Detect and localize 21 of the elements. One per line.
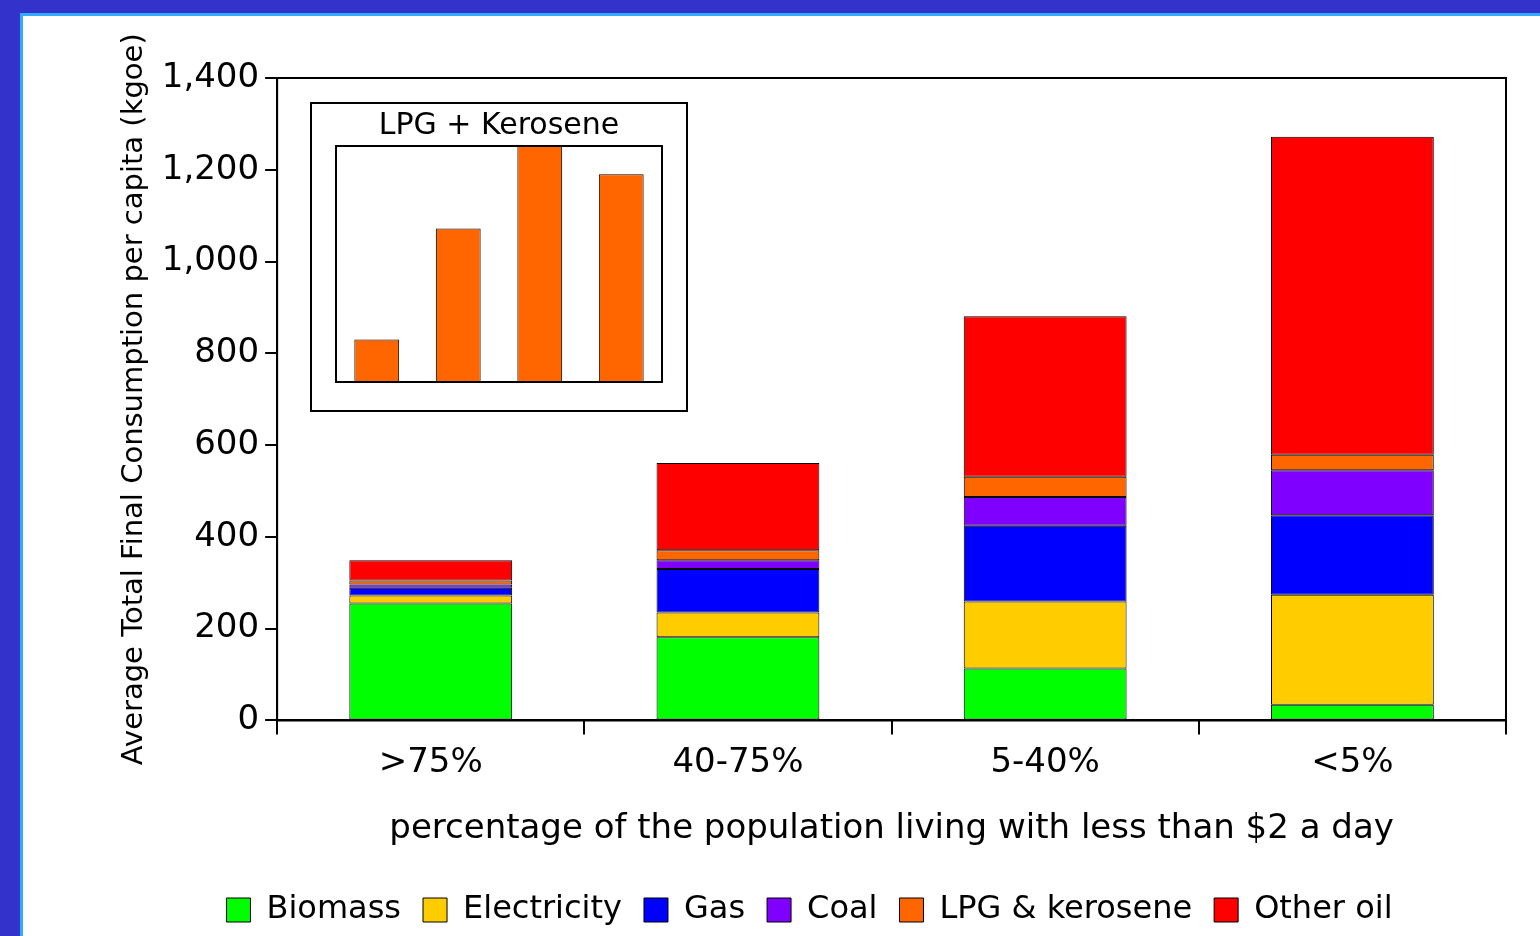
legend-label: Gas [683, 888, 746, 927]
legend-label: Other oil [1254, 888, 1393, 927]
y-tick-label: 1,000 [161, 238, 260, 279]
y-tick-label: 800 [194, 330, 260, 371]
y-tick-label: 200 [194, 605, 260, 646]
x-tick-label: 40-75% [672, 739, 804, 780]
x-tick-label: <5% [1311, 739, 1394, 780]
y-tick-label: 0 [237, 697, 260, 738]
x-tick-label: 5-40% [990, 739, 1100, 780]
x-axis-title: percentage of the population living with less than $2 a day [389, 806, 1394, 847]
y-tick-label: 400 [194, 513, 260, 554]
legend-label: Electricity [463, 888, 622, 927]
legend-label: Biomass [266, 888, 402, 927]
y-tick-label: 1,200 [161, 146, 260, 187]
y-tick-label: 1,400 [161, 54, 260, 95]
x-tick-label: >75% [378, 739, 483, 780]
legend-label: Coal [807, 888, 878, 927]
legend-label: LPG & kerosene [939, 888, 1193, 927]
chart-title: LPG + Kerosene [378, 105, 620, 141]
y-axis-title: Average Total Final Consumption per capita (kgoe) [114, 33, 149, 766]
y-tick-label: 600 [194, 421, 260, 462]
